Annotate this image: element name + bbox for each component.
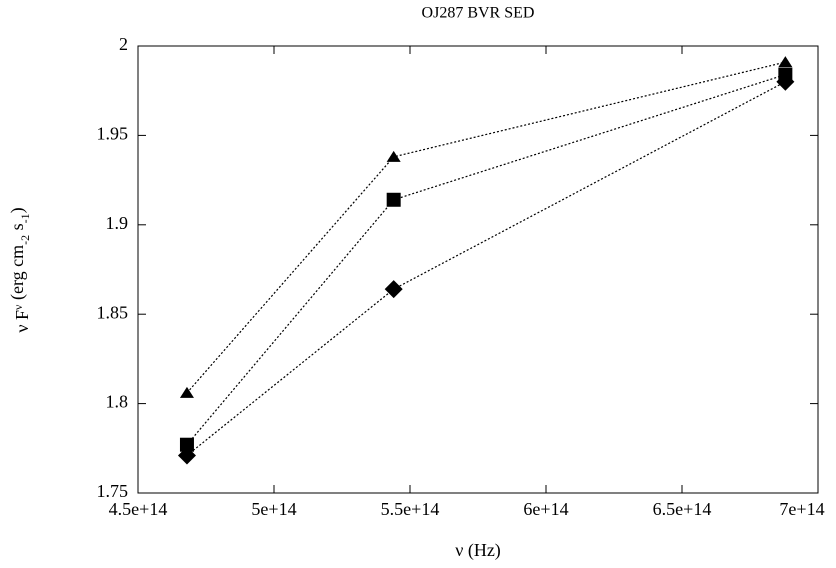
chart-title: OJ287 BVR SED bbox=[422, 5, 535, 22]
y-label-part: ) bbox=[7, 207, 28, 213]
x-tick-label: 7e+14 bbox=[779, 499, 824, 519]
x-tick-label: 6.5e+14 bbox=[653, 499, 712, 519]
y-tick-label: 1.8 bbox=[106, 392, 129, 412]
y-tick-label: 1.95 bbox=[97, 124, 129, 144]
x-tick-label: 5e+14 bbox=[251, 499, 296, 519]
marker-triangle bbox=[778, 56, 793, 68]
marker-square bbox=[179, 437, 194, 452]
y-label-part: -2 bbox=[18, 235, 32, 245]
y-axis-label: ν Fν (erg cm-2 s-1) bbox=[7, 207, 32, 332]
y-tick-label: 2 bbox=[119, 34, 128, 54]
marker-square bbox=[386, 192, 401, 207]
y-label-part: -1 bbox=[18, 213, 32, 223]
x-tick-label: 6e+14 bbox=[523, 499, 568, 519]
y-label-part: s bbox=[7, 223, 27, 235]
marker-triangle bbox=[179, 386, 194, 398]
marker-diamond bbox=[177, 446, 196, 465]
y-label-part: ν F bbox=[12, 310, 32, 333]
y-tick-label: 1.75 bbox=[97, 481, 129, 501]
marker-diamond bbox=[776, 72, 795, 91]
x-tick-label: 5.5e+14 bbox=[381, 499, 440, 519]
marker-diamond bbox=[384, 280, 403, 299]
y-tick-label: 1.85 bbox=[97, 302, 129, 322]
series-line bbox=[186, 61, 786, 394]
y-tick-label: 1.9 bbox=[106, 213, 129, 233]
y-label-part: ν bbox=[11, 304, 25, 310]
y-label-part: (erg cm bbox=[7, 245, 28, 305]
plot-frame bbox=[137, 45, 819, 494]
series-line bbox=[186, 74, 786, 446]
series-line bbox=[186, 81, 786, 456]
x-axis-label: ν (Hz) bbox=[455, 540, 501, 561]
marker-triangle bbox=[386, 150, 401, 162]
x-tick-label: 4.5e+14 bbox=[109, 499, 168, 519]
